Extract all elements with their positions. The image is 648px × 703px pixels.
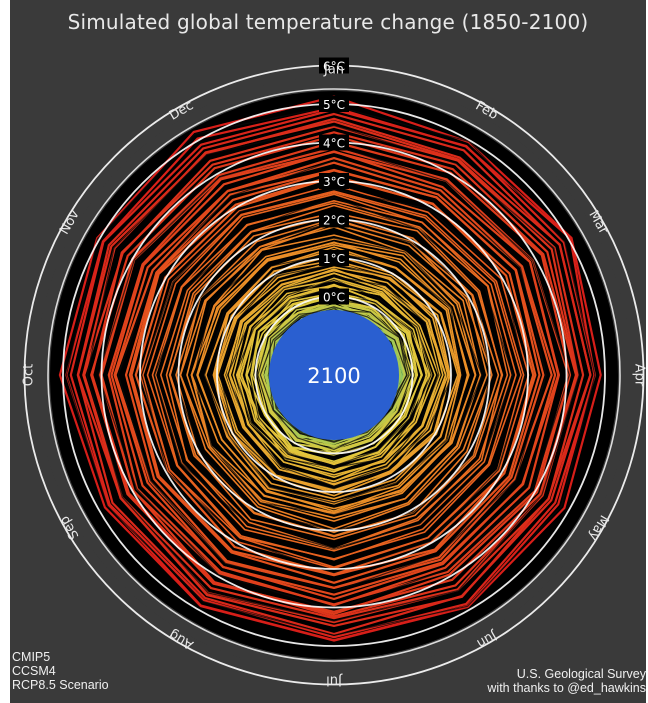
year-outline-1981 (257, 298, 413, 456)
year-line-2084 (90, 134, 578, 613)
chart-frame: Simulated global temperature change (185… (10, 0, 646, 703)
ring-label-bg (319, 57, 349, 74)
year-line-2012 (223, 269, 447, 485)
ring-label-1c: 1°C (323, 252, 345, 266)
credit-line: U.S. Geological Survey (516, 667, 646, 681)
year-line-2010 (226, 268, 447, 486)
year-line-2036 (190, 234, 482, 519)
year-line-2024 (204, 249, 461, 505)
year-line-2074 (113, 157, 557, 596)
center-year-label: 2100 (307, 364, 360, 388)
month-label-apr: Apr (632, 364, 647, 387)
chart-title: Simulated global temperature change (185… (67, 10, 589, 34)
year-outline-1972 (259, 306, 410, 451)
year-outline-2062 (141, 188, 527, 574)
year-outline-2080 (97, 144, 570, 611)
credit-line: CMIP5 (12, 650, 51, 664)
credit-line: CCSM4 (12, 664, 56, 678)
ring-label-3c: 3°C (323, 175, 345, 189)
ring-label-bg (319, 173, 349, 189)
year-outline-2098 (65, 105, 596, 636)
year-line-2058 (146, 191, 522, 560)
year-line-2066 (130, 174, 537, 577)
month-label-oct: Oct (22, 364, 37, 386)
ring-label-bg (319, 250, 349, 266)
year-line-2088 (83, 125, 580, 620)
year-line-2094 (76, 112, 592, 636)
ring-label-5c: 5°C (323, 98, 345, 112)
year-line-2048 (169, 212, 504, 541)
year-line-2004 (232, 272, 440, 476)
year-line-2002 (235, 279, 437, 479)
year-outline-2008 (226, 275, 440, 487)
year-line-2046 (168, 214, 500, 538)
year-line-1986 (251, 293, 423, 463)
year-line-2000 (237, 277, 433, 471)
year-line-2032 (191, 242, 477, 514)
ring-label-bg (319, 288, 349, 305)
year-line-2014 (217, 266, 449, 491)
year-line-2090 (82, 120, 585, 624)
year-outline-2053 (153, 196, 514, 550)
spiral-chart: 0°C1°C2°C3°C4°C5°C6°C2100JanFebMarAprMay… (22, 57, 647, 688)
ring-label-bg (319, 96, 349, 112)
ring-label-bg (319, 211, 349, 228)
month-label-jul: Jul (326, 673, 343, 688)
credit-line: with thanks to @ed_hawkins (487, 681, 646, 695)
year-outline-2026 (203, 252, 463, 504)
year-line-2040 (179, 223, 488, 530)
year-outline-2089 (86, 124, 580, 622)
ring-label-0c: 0°C (323, 291, 345, 305)
year-outline-2017 (219, 263, 454, 490)
year-outline-1999 (234, 278, 432, 469)
year-outline-1990 (248, 287, 426, 467)
year-line-1968 (261, 300, 406, 448)
year-outline-2035 (193, 237, 483, 516)
ring-label-6c: 6°C (323, 60, 345, 74)
credits-left: CMIP5 CCSM4 RCP8.5 Scenario (12, 650, 109, 692)
ring-label-4c: 4°C (323, 137, 345, 151)
year-outline-1954 (270, 308, 408, 443)
ring-label-bg (319, 134, 349, 151)
year-line-2026 (205, 246, 462, 503)
year-line-2038 (186, 226, 482, 522)
credits-right: U.S. Geological Survey with thanks to @e… (487, 667, 646, 695)
year-line-1960 (265, 305, 408, 445)
ring-label-2c: 2°C (323, 214, 345, 228)
year-line-2020 (214, 259, 459, 497)
center-disc (268, 309, 400, 441)
month-label-jan: Jan (323, 63, 344, 78)
outer-border-ring (47, 88, 621, 662)
year-outline-2071 (117, 160, 547, 592)
credit-line: RCP8.5 Scenario (12, 678, 109, 692)
